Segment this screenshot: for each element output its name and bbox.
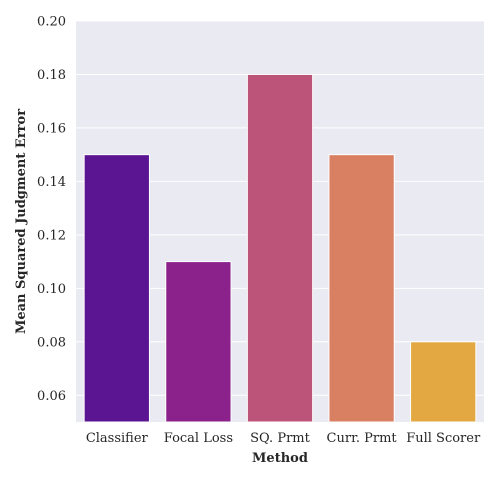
x-tick-label: Full Scorer bbox=[406, 431, 481, 446]
y-tick-label: 0.10 bbox=[37, 282, 66, 297]
y-tick-label: 0.06 bbox=[37, 389, 66, 404]
y-tick-label: 0.20 bbox=[37, 15, 66, 30]
bar-full-scorer bbox=[410, 341, 477, 423]
x-tick-label: SQ. Prmt bbox=[250, 431, 310, 446]
y-tick-label: 0.14 bbox=[37, 175, 66, 190]
y-tick-label: 0.18 bbox=[37, 68, 66, 83]
x-axis-label: Method bbox=[252, 451, 308, 466]
y-tick-labels: 0.06 0.08 0.10 0.12 0.14 0.16 0.18 0.20 bbox=[37, 15, 66, 404]
y-tick-label: 0.12 bbox=[37, 228, 66, 243]
bar-focal-loss bbox=[165, 261, 232, 423]
x-tick-labels: Classifier Focal Loss SQ. Prmt Curr. Prmt Fu… bbox=[86, 431, 481, 446]
y-tick-label: 0.16 bbox=[37, 121, 66, 136]
y-tick-label: 0.08 bbox=[37, 335, 66, 350]
x-tick-label: Focal Loss bbox=[164, 431, 233, 446]
x-tick-label: Classifier bbox=[86, 431, 149, 446]
bar-sq-prmt bbox=[246, 73, 314, 423]
bar-classifier bbox=[83, 154, 150, 423]
y-axis-label: Mean Squared Judgment Error bbox=[14, 109, 29, 334]
bars bbox=[83, 73, 477, 423]
x-tick-label: Curr. Prmt bbox=[327, 431, 398, 446]
bar-curr-prmt bbox=[328, 154, 395, 423]
